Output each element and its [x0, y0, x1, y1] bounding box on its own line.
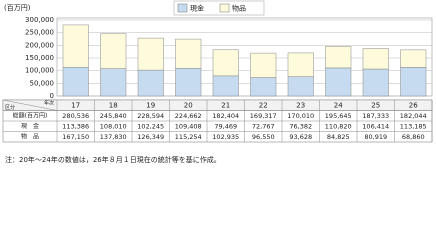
table-corner: 区分	[5, 104, 15, 111]
x-tick-label: 20	[184, 101, 193, 109]
chart: (百万円) 注：20年～24年の数値は，26年８月１日現在の統計等を基に作成。 …	[2, 0, 433, 164]
y-tick-label: 200,000	[25, 41, 54, 49]
bar-segment	[137, 37, 164, 71]
table-cell: 182,404	[212, 112, 239, 120]
bar-segment	[250, 52, 277, 78]
bar-segment	[212, 75, 239, 97]
table-cell: 224,662	[175, 112, 202, 120]
y-tick-label: 50,000	[30, 79, 55, 87]
x-tick-label: 25	[371, 101, 380, 109]
bar-segment	[137, 69, 164, 97]
y-tick-label: 250,000	[25, 29, 54, 37]
table-cell: 79,469	[214, 122, 237, 130]
bar-segment	[62, 67, 89, 97]
table-header-bg	[2, 99, 433, 111]
table-cell: 102,245	[137, 122, 164, 130]
y-tick-label: 300,000	[25, 16, 54, 24]
bar-segment	[362, 68, 389, 97]
x-tick-label: 26	[409, 101, 418, 109]
bar-segment	[250, 77, 277, 97]
x-tick-label: 21	[221, 101, 230, 109]
table-row-label: 総額(百万円)	[13, 111, 48, 119]
y-tick-label: 100,000	[25, 67, 54, 75]
bar-segment	[100, 33, 127, 69]
table-row-label: 物 品	[21, 132, 39, 140]
table-cell: 113,185	[400, 122, 427, 130]
table-cell: 108,010	[100, 122, 127, 130]
table-cell: 110,820	[325, 122, 352, 130]
table-diagonal	[2, 99, 58, 111]
bar-segment	[325, 67, 352, 97]
table-cell: 96,550	[252, 133, 275, 141]
note: 注：20年～24年の数値は，26年８月１日現在の統計等を基に作成。	[5, 155, 221, 164]
table-cell: 80,919	[364, 133, 387, 141]
table-cell: 126,349	[137, 133, 164, 141]
table-cell: 187,333	[362, 112, 389, 120]
legend-swatch	[219, 3, 230, 13]
legend-label: 物品	[232, 4, 246, 13]
table-cell: 195,645	[325, 112, 352, 120]
table-cell: 113,386	[62, 122, 89, 130]
bar-segment	[287, 76, 314, 97]
table-cell: 137,830	[100, 133, 127, 141]
table-cell: 93,628	[289, 133, 312, 141]
table-corner: 年次	[44, 100, 54, 107]
x-tick-label: 24	[334, 101, 343, 109]
table-cell: 182,044	[400, 112, 427, 120]
table-cell: 170,010	[287, 112, 314, 120]
bar-segment	[400, 67, 427, 97]
table-cell: 115,254	[175, 133, 202, 141]
y-unit: (百万円)	[4, 4, 31, 12]
legend-frame	[173, 0, 265, 16]
table-cell: 245,840	[100, 112, 127, 120]
table-cell: 280,536	[62, 112, 89, 120]
x-tick-label: 22	[259, 101, 268, 109]
table-cell: 68,860	[402, 133, 425, 141]
x-tick-label: 19	[146, 101, 155, 109]
table-cell: 72,767	[252, 122, 275, 130]
x-tick-label: 18	[109, 101, 118, 109]
table-cell: 228,594	[137, 112, 164, 120]
y-tick-label: 0	[50, 92, 54, 100]
bar-segment	[175, 38, 202, 69]
bar-segment	[175, 68, 202, 97]
table-cell: 102,935	[212, 133, 239, 141]
bar-segment	[400, 49, 427, 68]
y-tick-label: 150,000	[25, 54, 54, 62]
legend-label: 現金	[190, 4, 204, 13]
table-cell: 109,408	[175, 122, 202, 130]
table-cell: 167,150	[62, 133, 89, 141]
table-cell: 106,414	[362, 122, 389, 130]
bar-segment	[287, 52, 314, 77]
table-cell: 169,317	[250, 112, 277, 120]
bar-segment	[100, 68, 127, 97]
bar-segment	[362, 48, 389, 70]
legend-swatch	[177, 3, 188, 13]
bar-segment	[325, 46, 352, 69]
table-row-label: 現 金	[21, 122, 39, 130]
table-cell: 76,382	[289, 122, 312, 130]
bar-segment	[212, 49, 239, 77]
bar-segment	[62, 24, 89, 68]
x-tick-label: 17	[71, 101, 80, 109]
x-tick-label: 23	[296, 101, 305, 109]
table-cell: 84,825	[327, 133, 350, 141]
